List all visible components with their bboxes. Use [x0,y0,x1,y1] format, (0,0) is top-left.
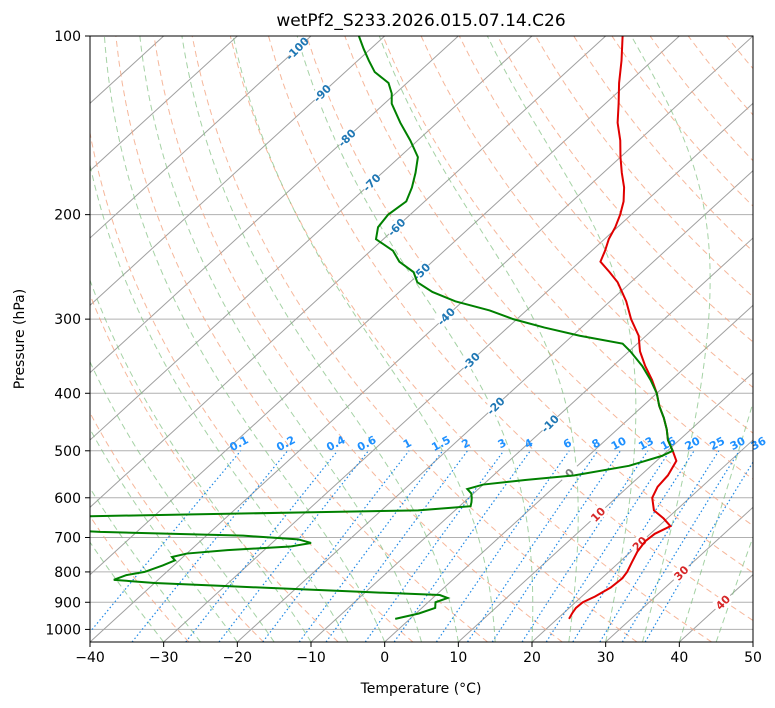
x-tick-label: −10 [296,650,326,666]
mixing-ratio-line [467,450,599,642]
mixing-ratio-label: 10 [609,434,629,453]
isotherm-line [605,506,753,642]
x-tick-label: 30 [597,650,615,666]
mixing-ratio-label: 13 [636,434,656,453]
isotherm-line [384,304,753,642]
x-axis-ticks: −40 −30 −20 −10 0 10 20 30 40 50 [75,642,762,666]
mixing-ratio-line [364,450,505,642]
chart-title: wetPf2_S233.2026.015.07.14.C26 [276,11,565,31]
y-tick-label: 100 [54,29,81,45]
isotherm-line [457,371,753,642]
plot-frame [89,35,754,643]
moist-adiabat-line [678,400,753,642]
y-tick-label: 300 [54,312,81,328]
dry-adiabat-line [306,36,753,574]
mixing-ratio-line [325,450,469,642]
y-tick-label: 200 [54,208,81,224]
moist-adiabat-line [90,162,349,642]
x-tick-label: 20 [523,650,541,666]
dry-adiabat-line [535,36,753,298]
dewpoint-line [90,36,675,620]
dry-adiabat-line [153,36,563,642]
isotherm-line [163,102,753,642]
isotherm-line [90,36,386,307]
y-axis-label: Pressure (hPa) [12,289,28,389]
mixing-ratio-line [491,450,621,642]
moist-adiabat-line [90,541,165,642]
y-tick-label: 800 [54,565,81,581]
isotherm-line [90,36,312,239]
x-tick-label: −40 [75,650,105,666]
isotherm-line [90,36,238,172]
dry-adiabat-line [191,36,638,642]
mixing-ratio-line [90,450,242,633]
y-tick-label: 400 [54,386,81,402]
dry-adiabat-line [268,36,753,622]
dry-adiabat-line [229,36,712,642]
mixing-ratio-line [435,450,570,642]
dry-adiabat-line [90,411,264,642]
mixing-ratio-label: 36 [749,434,769,453]
moist-adiabat-line [181,36,459,642]
mixing-ratio-line [298,450,444,642]
y-axis-ticks: 100 200 300 400 500 600 700 800 900 1000 [45,29,90,638]
isotherm-line [90,36,680,576]
y-tick-label: 1000 [45,622,81,638]
moist-adiabat-line [90,487,201,642]
moist-adiabat-line [103,36,386,642]
x-tick-label: 0 [380,650,389,666]
profile-lines [90,36,678,620]
mixing-ratio-line [262,450,410,642]
y-tick-label: 700 [54,531,81,547]
dry-adiabat-line [382,36,753,480]
mixing-ratio-label: 30 [728,434,748,453]
moist-adiabat-line [296,36,534,642]
y-tick-label: 600 [54,491,81,507]
y-tick-label: 900 [54,595,81,611]
mixing-ratio-line [131,450,289,642]
x-tick-label: 10 [449,650,467,666]
dry-adiabat-line [420,36,753,434]
dry-adiabat-line [344,36,753,527]
dry-adiabat-line [497,36,753,343]
isotherm-line [90,36,607,509]
mixing-ratio-line [521,450,649,642]
mixing-ratio-line [572,450,695,642]
mixing-ratio-line [545,450,671,642]
mixing-ratio-lines [90,450,753,642]
moist-adiabat-line [232,36,496,642]
dry-adiabat-line [90,130,414,642]
x-tick-label: −30 [149,650,179,666]
mixing-ratio-line [621,450,740,642]
mixing-ratio-line [185,450,339,642]
x-tick-label: 50 [744,650,762,666]
isotherm-line [236,169,753,642]
dry-adiabat-line [458,36,753,389]
dry-adiabat-line [90,515,190,642]
x-tick-label: −20 [223,650,253,666]
moist-adiabat-line [630,36,711,642]
moist-adiabat-line [378,36,579,642]
mixing-ratio-label: 20 [683,434,703,453]
moist-adiabat-line [90,360,275,642]
isotherm-line [310,237,753,642]
x-tick-label: 40 [670,650,688,666]
mixing-ratio-line [393,450,531,642]
moist-adiabat-line [90,428,238,642]
pressure-gridlines [90,36,753,630]
mixing-ratio-label: 25 [707,434,727,453]
y-tick-label: 500 [54,444,81,460]
moist-adiabat-line [139,36,422,642]
dry-adiabat-line [115,36,488,642]
isotherm-line [90,36,533,441]
x-axis-label: Temperature (°C) [360,681,482,697]
mixing-ratio-line [644,461,753,642]
